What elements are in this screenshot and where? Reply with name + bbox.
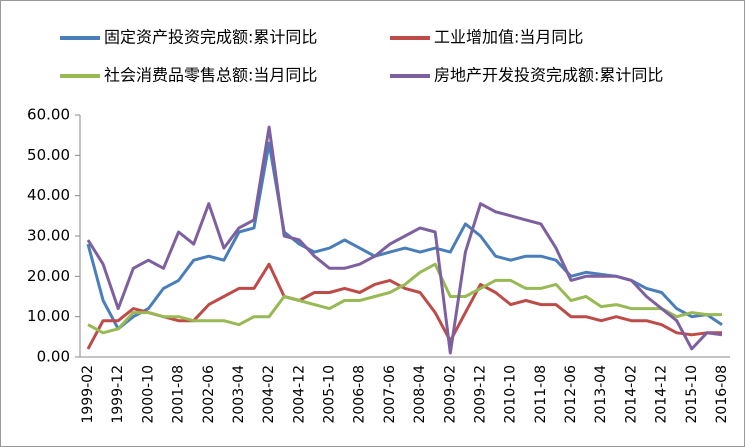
x-tick-label: 2014-12 xyxy=(654,365,670,424)
legend-label: 社会消费品零售总额:当月同比 xyxy=(104,66,317,85)
x-tick-label: 2011-08 xyxy=(533,365,549,424)
x-tick-label: 2004-02 xyxy=(261,365,277,424)
legend-label: 房地产开发投资完成额:累计同比 xyxy=(434,66,663,85)
x-tick-label: 2003-04 xyxy=(231,365,247,424)
legend-label: 工业增加值:当月同比 xyxy=(434,28,583,47)
y-tick-label: 50.00 xyxy=(27,146,70,164)
x-tick-label: 2004-12 xyxy=(291,365,307,424)
x-tick-label: 1999-02 xyxy=(80,365,96,424)
x-tick-label: 2001-08 xyxy=(171,365,187,424)
x-tick-label: 2008-04 xyxy=(412,365,428,424)
x-tick-label: 2014-02 xyxy=(623,365,639,424)
x-tick-label: 2006-08 xyxy=(352,365,368,424)
legend-label: 固定资产投资完成额:累计同比 xyxy=(104,28,317,47)
x-tick-label: 2012-06 xyxy=(563,365,579,424)
y-tick-label: 60.00 xyxy=(27,106,70,124)
x-tick-label: 1999-12 xyxy=(110,365,126,424)
x-tick-label: 2015-10 xyxy=(684,365,700,424)
x-tick-label: 2009-12 xyxy=(472,365,488,424)
y-tick-label: 30.00 xyxy=(27,227,70,245)
y-tick-label: 0.00 xyxy=(37,348,70,366)
y-tick-label: 20.00 xyxy=(27,267,70,285)
x-tick-label: 2005-10 xyxy=(322,365,338,424)
y-tick-label: 10.00 xyxy=(27,307,70,325)
x-tick-label: 2000-10 xyxy=(140,365,156,424)
x-tick-label: 2010-10 xyxy=(503,365,519,424)
x-tick-label: 2016-08 xyxy=(714,365,730,424)
x-tick-label: 2009-02 xyxy=(442,365,458,424)
x-tick-label: 2007-06 xyxy=(382,365,398,424)
series-line xyxy=(87,262,722,335)
x-tick-label: 2013-04 xyxy=(593,365,609,424)
series-line xyxy=(86,125,723,355)
y-tick-label: 40.00 xyxy=(27,186,70,204)
x-tick-label: 2002-06 xyxy=(201,365,217,424)
